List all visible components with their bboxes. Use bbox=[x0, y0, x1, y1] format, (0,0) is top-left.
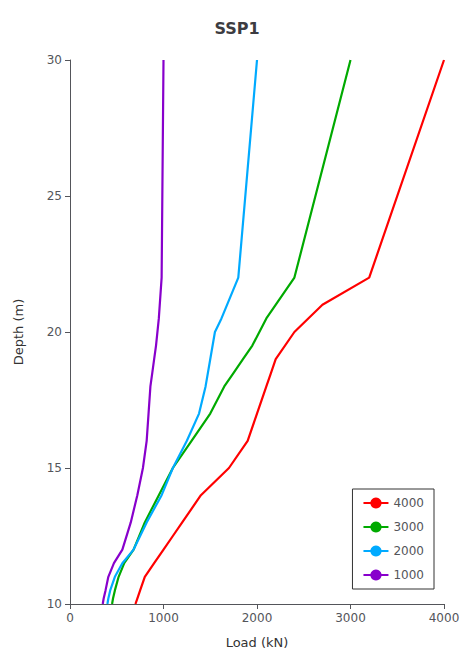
svg-text:0: 0 bbox=[66, 611, 74, 625]
svg-text:20: 20 bbox=[47, 325, 62, 339]
svg-text:1000: 1000 bbox=[393, 568, 424, 582]
svg-text:15: 15 bbox=[47, 461, 62, 475]
svg-text:Depth (m): Depth (m) bbox=[11, 299, 26, 366]
svg-text:SSP1: SSP1 bbox=[214, 19, 259, 38]
svg-text:Load (kN): Load (kN) bbox=[226, 635, 289, 650]
svg-text:1000: 1000 bbox=[148, 611, 179, 625]
svg-text:25: 25 bbox=[47, 189, 62, 203]
svg-text:2000: 2000 bbox=[242, 611, 273, 625]
svg-text:30: 30 bbox=[47, 53, 62, 67]
svg-text:3000: 3000 bbox=[393, 520, 424, 534]
svg-text:4000: 4000 bbox=[393, 496, 424, 510]
svg-text:2000: 2000 bbox=[393, 544, 424, 558]
svg-text:4000: 4000 bbox=[429, 611, 460, 625]
svg-text:3000: 3000 bbox=[335, 611, 366, 625]
svg-text:10: 10 bbox=[47, 597, 62, 611]
